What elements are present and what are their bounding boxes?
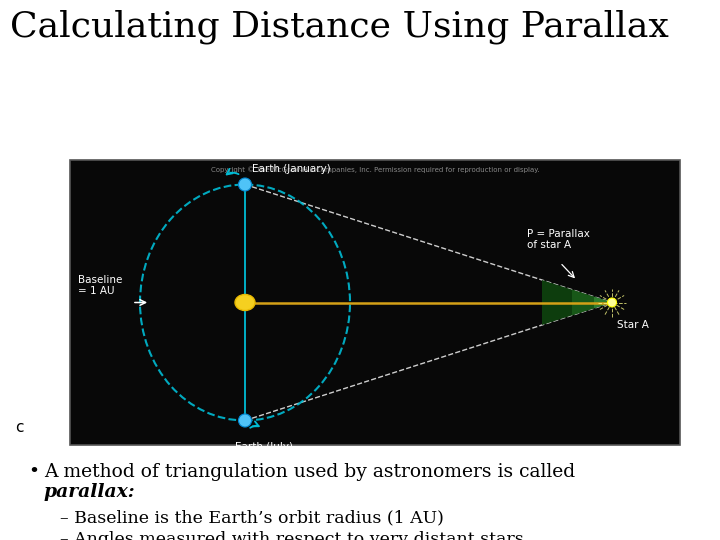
Circle shape — [238, 414, 251, 427]
Text: P = Parallax
of star A: P = Parallax of star A — [527, 229, 590, 251]
Text: – Baseline is the Earth’s orbit radius (1 AU): – Baseline is the Earth’s orbit radius (… — [60, 509, 444, 526]
Text: parallax:: parallax: — [44, 483, 135, 501]
Circle shape — [238, 178, 251, 191]
Text: Calculating Distance Using Parallax: Calculating Distance Using Parallax — [10, 10, 669, 44]
Text: Baseline
= 1 AU: Baseline = 1 AU — [78, 275, 122, 296]
Polygon shape — [594, 296, 612, 308]
Text: Earth (January): Earth (January) — [252, 165, 330, 174]
Text: •: • — [28, 463, 39, 481]
Text: – Angles measured with respect to very distant stars: – Angles measured with respect to very d… — [60, 531, 523, 540]
Text: Copyright © The McGraw-Hill Companies, Inc. Permission required for reproduction: Copyright © The McGraw-Hill Companies, I… — [211, 166, 539, 173]
Circle shape — [608, 298, 616, 307]
Text: A method of triangulation used by astronomers is called: A method of triangulation used by astron… — [44, 463, 575, 481]
Polygon shape — [572, 289, 612, 315]
Text: c: c — [15, 420, 24, 435]
Polygon shape — [542, 280, 612, 325]
Text: Earth (July): Earth (July) — [235, 442, 293, 453]
Text: Star A: Star A — [617, 321, 649, 330]
Bar — [70, 160, 680, 445]
Ellipse shape — [235, 294, 255, 310]
